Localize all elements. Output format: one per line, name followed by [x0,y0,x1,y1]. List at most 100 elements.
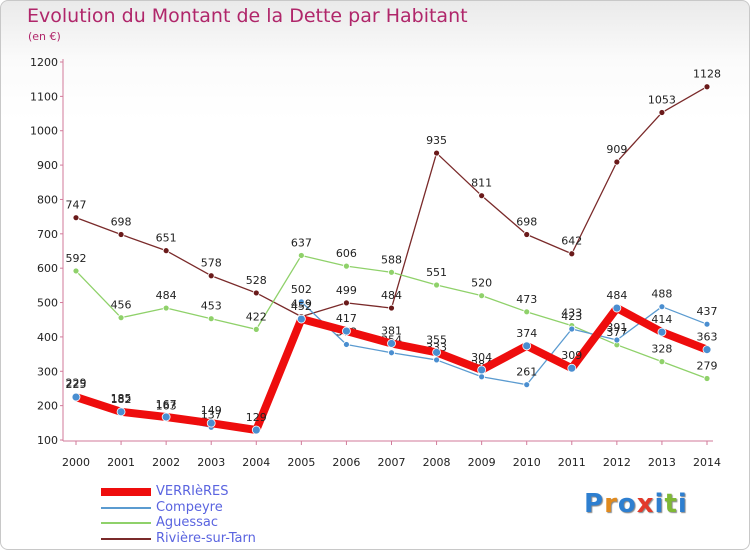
data-point-verrieres [296,314,306,324]
data-label-compeyre: 229 [66,377,87,390]
data-label-compeyre: 391 [606,321,627,334]
data-point-riviere-sur-tarn [523,231,531,238]
chart-subtitle: (en €) [28,30,61,43]
data-point-verrieres [116,407,126,417]
x-tick-label: 2006 [332,456,360,469]
data-label-verrieres: 355 [426,333,447,346]
data-label-riviere-sur-tarn: 651 [156,232,177,245]
data-label-compeyre: 423 [561,310,582,323]
data-point-verrieres [71,392,81,402]
data-label-verrieres: 452 [291,300,312,313]
data-point-compeyre [478,373,486,381]
data-point-aguessac [162,304,170,312]
data-label-aguessac: 592 [66,252,87,265]
data-point-aguessac [523,308,531,316]
data-point-aguessac [478,292,486,300]
data-label-aguessac: 433 [561,307,582,320]
data-label-riviere-sur-tarn: 484 [381,289,402,302]
legend-swatch [101,488,151,496]
data-label-aguessac: 473 [516,293,537,306]
data-label-verrieres: 149 [201,404,222,417]
data-label-aguessac: 588 [381,253,402,266]
data-point-riviere-sur-tarn [117,231,125,238]
data-point-aguessac [117,314,125,322]
data-label-riviere-sur-tarn: 909 [606,143,627,156]
data-point-verrieres [432,347,441,357]
data-point-aguessac [72,267,80,275]
x-tick-label: 2008 [423,456,451,469]
data-label-aguessac: 456 [111,299,132,312]
data-point-compeyre [568,325,576,333]
data-point-riviere-sur-tarn [252,289,260,297]
logo-letter: r [604,489,618,519]
y-tick-label: 300 [37,365,58,378]
data-label-aguessac: 606 [336,247,357,260]
x-tick-label: 2013 [648,456,676,469]
data-point-aguessac [297,252,305,259]
y-tick-label: 1000 [30,125,58,138]
data-label-aguessac: 551 [426,266,447,279]
data-point-riviere-sur-tarn [478,192,486,200]
data-label-aguessac: 422 [246,310,267,323]
data-point-compeyre [703,320,711,328]
x-tick-label: 2014 [693,456,721,469]
data-point-compeyre [297,298,305,306]
data-label-verrieres: 182 [111,393,132,406]
data-label-compeyre: 261 [516,366,537,379]
data-point-verrieres [522,341,532,351]
y-tick-label: 900 [37,159,58,172]
data-point-aguessac [433,281,440,289]
data-label-aguessac: 484 [156,289,177,302]
data-point-verrieres [161,412,171,422]
x-tick-label: 2002 [152,456,180,469]
data-point-riviere-sur-tarn [343,299,350,307]
y-tick-label: 200 [37,400,58,413]
data-label-aguessac: 279 [697,359,718,372]
data-point-compeyre [613,336,621,344]
data-point-aguessac [658,358,666,366]
x-tick-label: 2005 [287,456,315,469]
data-point-aguessac [207,315,215,323]
data-point-compeyre [343,341,350,348]
data-label-aguessac: 453 [201,300,222,313]
y-tick-label: 100 [37,434,58,447]
data-label-riviere-sur-tarn: 1128 [693,68,721,81]
data-label-riviere-sur-tarn: 747 [66,199,87,212]
x-tick-label: 2003 [197,456,225,469]
logo-letter: i [654,489,665,519]
data-point-verrieres [251,425,261,435]
legend-swatch [101,537,151,540]
logo-letter: o [617,489,637,519]
data-point-aguessac [388,268,395,276]
data-point-verrieres [477,365,487,375]
legend-label: Aguessac [156,515,219,530]
data-label-riviere-sur-tarn: 578 [201,257,222,270]
data-label-riviere-sur-tarn: 1053 [648,94,676,107]
logo-letter: P [584,489,605,519]
data-label-compeyre: 185 [111,392,132,405]
data-label-riviere-sur-tarn: 698 [111,216,132,229]
data-label-riviere-sur-tarn: 698 [516,216,537,229]
legend-label: Rivière-sur-Tarn [156,530,256,546]
data-label-verrieres: 374 [516,327,537,340]
data-label-compeyre: 502 [291,283,312,296]
y-tick-label: 600 [37,262,58,275]
data-point-riviere-sur-tarn [162,247,170,255]
data-point-aguessac [703,375,711,382]
x-tick-label: 2004 [242,456,270,469]
data-label-verrieres: 167 [156,398,177,411]
x-tick-label: 2007 [378,456,406,469]
data-label-riviere-sur-tarn: 811 [471,177,492,190]
x-tick-label: 2011 [558,456,586,469]
data-point-compeyre [523,381,531,389]
x-tick-label: 2010 [513,456,541,469]
data-label-verrieres: 414 [651,313,672,326]
data-point-aguessac [252,325,260,333]
data-point-compeyre [388,349,395,357]
data-label-verrieres: 225 [66,378,87,391]
data-label-riviere-sur-tarn: 499 [336,284,357,297]
logo-letter: i [677,489,688,519]
data-point-compeyre [433,356,440,364]
